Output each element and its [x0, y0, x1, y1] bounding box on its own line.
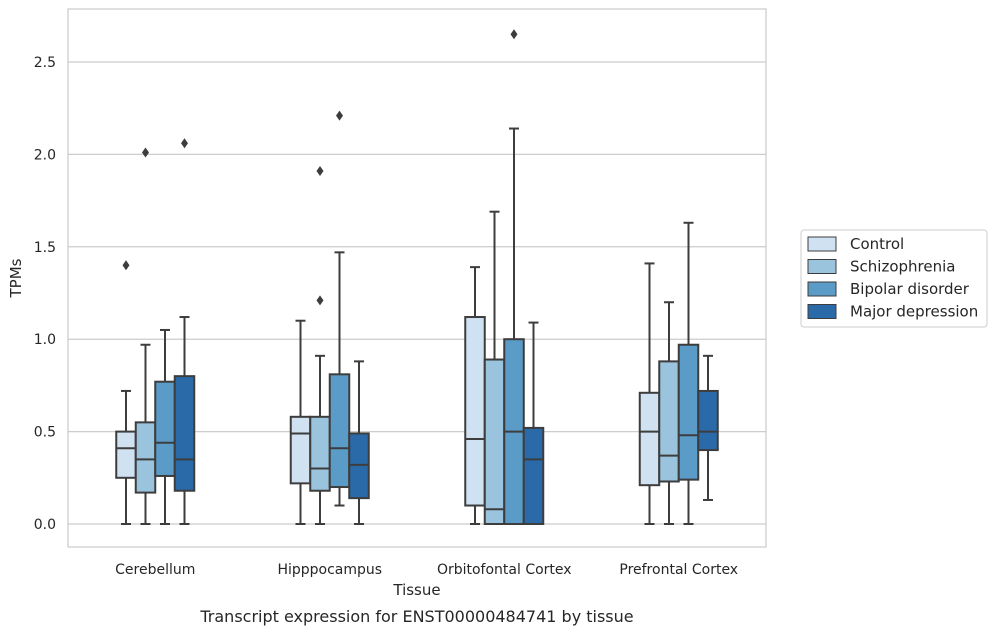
- y-tick-label: 0.5: [34, 425, 56, 441]
- iqr-box: [173, 375, 196, 492]
- box-0-0: [115, 260, 137, 525]
- box-3-2: [677, 221, 700, 525]
- plot-area-frame: [67, 8, 767, 548]
- iqr-box: [134, 421, 157, 494]
- legend-item: Control: [807, 235, 904, 253]
- x-tick-label: Orbitofontal Cortex: [437, 562, 572, 578]
- box-1-1: [309, 166, 331, 525]
- box-series-layer: [115, 29, 719, 526]
- y-axis-ticks: 0.0 0.5 1.0 1.5 2.0 2.5: [34, 55, 56, 533]
- outlier-point: [316, 166, 324, 177]
- outlier-point: [316, 295, 324, 306]
- legend-swatch: [807, 304, 837, 319]
- y-tick-label: 2.0: [34, 147, 56, 163]
- y-tick-label: 2.5: [34, 55, 56, 71]
- x-axis-ticks: Cerebellum Hipppocampus Orbitofontal Corte…: [115, 562, 738, 578]
- legend-swatch: [807, 259, 837, 274]
- legend-frame: [800, 229, 988, 328]
- iqr-box: [658, 360, 680, 483]
- outlier-point: [122, 260, 130, 271]
- iqr-box: [677, 343, 700, 481]
- chart-caption: Transcript expression for ENST0000048474…: [199, 607, 633, 626]
- legend-item: Major depression: [807, 303, 978, 321]
- x-tick-label: Hipppocampus: [277, 562, 382, 578]
- legend-label: Major depression: [850, 303, 978, 321]
- legend-label: Control: [850, 235, 904, 253]
- iqr-box: [154, 380, 176, 477]
- x-tick-label: Prefrontal Cortex: [619, 562, 738, 578]
- box-3-1: [658, 301, 680, 525]
- iqr-box: [289, 415, 312, 485]
- outlier-point: [142, 147, 149, 158]
- y-axis-label: TPMs: [7, 258, 25, 298]
- box-3-0: [638, 262, 661, 525]
- box-1-0: [289, 319, 312, 525]
- outlier-point: [181, 138, 188, 149]
- iqr-box: [638, 391, 661, 487]
- y-tick-label: 1.5: [34, 240, 56, 256]
- box-2-1: [483, 210, 506, 526]
- x-axis-label: Tissue: [392, 581, 440, 599]
- iqr-box: [483, 358, 506, 526]
- legend-item: Bipolar disorder: [807, 280, 970, 298]
- outlier-point: [336, 110, 343, 121]
- legend-item: Schizophrenia: [807, 258, 955, 276]
- y-tick-label: 0.0: [34, 517, 56, 533]
- box-0-3: [173, 138, 196, 525]
- iqr-box: [309, 415, 331, 492]
- box-0-1: [134, 147, 157, 525]
- box-0-2: [154, 328, 176, 525]
- legend-swatch: [807, 281, 837, 297]
- box-2-2: [503, 29, 525, 526]
- box-1-3: [348, 360, 370, 525]
- outlier-point: [510, 29, 518, 40]
- legend-label: Schizophrenia: [850, 258, 955, 276]
- legend-swatch: [807, 236, 837, 252]
- iqr-box: [328, 373, 351, 489]
- iqr-box: [464, 316, 486, 507]
- y-tick-label: 1.0: [34, 332, 56, 348]
- box-2-0: [464, 266, 486, 525]
- iqr-box: [115, 430, 137, 479]
- iqr-box: [697, 389, 719, 452]
- box-2-3: [522, 321, 545, 525]
- iqr-box: [522, 426, 545, 525]
- x-tick-label: Cerebellum: [115, 562, 195, 578]
- legend-label: Bipolar disorder: [850, 280, 970, 298]
- box-1-2: [328, 110, 351, 507]
- box-3-3: [697, 354, 719, 501]
- legend: Control Schizophrenia Bipolar disorder Majo…: [800, 229, 988, 328]
